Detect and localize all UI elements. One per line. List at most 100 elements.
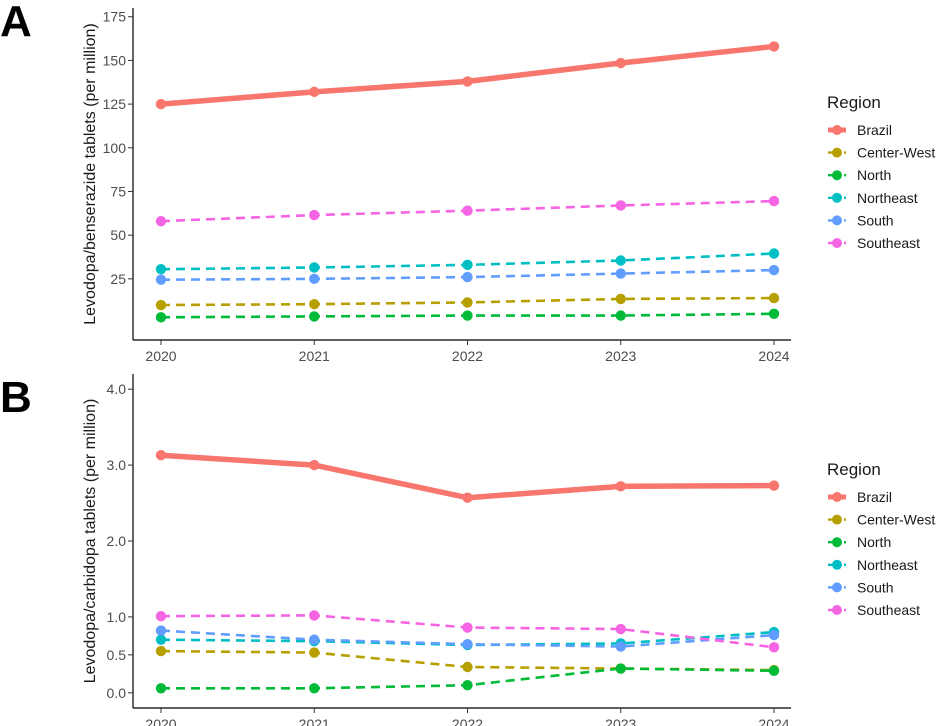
- x-tick-label: 2020: [145, 348, 176, 364]
- legend-label: North: [857, 167, 891, 183]
- legend-key-point: [832, 605, 842, 615]
- legend-label: Southeast: [857, 235, 920, 251]
- data-point-southeast: [462, 205, 473, 216]
- data-point-brazil: [309, 86, 320, 98]
- data-point-north: [768, 308, 780, 319]
- legend-key-point: [832, 192, 842, 203]
- legend-label: Southeast: [857, 602, 920, 618]
- data-point-center-west: [768, 292, 780, 304]
- y-axis-title: Levodopa/benserazide tablets (per millio…: [82, 23, 99, 325]
- legend-key-point: [832, 514, 842, 525]
- y-tick-label: 4.0: [107, 381, 127, 397]
- data-point-center-west: [615, 293, 626, 305]
- x-tick-label: 2022: [452, 716, 483, 726]
- data-point-south: [155, 274, 167, 285]
- y-tick-label: 50: [110, 227, 126, 243]
- legend-title: Region: [827, 460, 881, 479]
- data-point-north: [615, 663, 626, 674]
- data-point-north: [615, 310, 626, 321]
- data-point-southeast: [615, 623, 626, 635]
- x-tick-label: 2024: [758, 348, 789, 364]
- data-point-center-west: [155, 645, 167, 657]
- data-point-north: [309, 311, 320, 322]
- data-point-south: [155, 625, 167, 636]
- data-point-northeast: [155, 264, 167, 275]
- legend-key-point: [832, 125, 842, 135]
- legend-label: South: [857, 212, 894, 228]
- y-axis-title: Levodopa/carbidopa tablets (per million): [82, 399, 99, 684]
- data-point-brazil: [462, 76, 473, 87]
- data-point-brazil: [615, 57, 626, 69]
- x-tick-label: 2023: [605, 716, 636, 726]
- series-line-brazil: [160, 43, 775, 107]
- data-point-northeast: [309, 262, 320, 273]
- data-point-northeast: [768, 248, 780, 259]
- series-line-brazil: [160, 452, 775, 501]
- x-tick-label: 2022: [452, 348, 483, 364]
- data-point-center-west: [462, 297, 473, 308]
- data-point-southeast: [155, 215, 167, 227]
- y-tick-label: 125: [103, 96, 127, 112]
- legend-label: Center-West: [857, 512, 935, 528]
- legend-label: Northeast: [857, 557, 918, 573]
- legend-label: Brazil: [857, 122, 892, 138]
- x-tick-label: 2024: [758, 716, 789, 726]
- data-point-brazil: [155, 450, 167, 461]
- data-point-southeast: [768, 195, 780, 207]
- legend-label: South: [857, 579, 894, 595]
- legend-key-point: [832, 170, 842, 181]
- data-point-north: [462, 310, 473, 321]
- y-tick-label: 1.0: [107, 609, 127, 625]
- data-point-north: [309, 683, 320, 694]
- x-tick-label: 2021: [299, 716, 330, 726]
- data-point-northeast: [155, 634, 167, 645]
- panel-b: B 0.0 0.5 1.0 2.0 3.0 4.0 2020 2021 2022 2023 2024 L…: [0, 373, 935, 726]
- legend-key-point: [832, 215, 842, 226]
- data-point-southeast: [309, 209, 320, 221]
- data-point-brazil: [768, 480, 780, 491]
- data-point-southeast: [309, 610, 320, 621]
- data-point-south: [309, 634, 320, 645]
- x-tick-label: 2023: [605, 348, 636, 364]
- data-point-southeast: [462, 622, 473, 633]
- data-point-south: [768, 629, 780, 641]
- data-point-south: [462, 639, 473, 650]
- legend-label: North: [857, 534, 891, 550]
- data-point-south: [462, 271, 473, 283]
- data-point-north: [155, 312, 167, 323]
- data-point-brazil: [309, 459, 320, 471]
- panel-a: A 25 50 75 100 125 150 175 2020 2021 2022 2023 2024 L…: [0, 0, 935, 364]
- data-point-northeast: [462, 259, 473, 271]
- x-tick-label: 2020: [145, 716, 176, 726]
- y-tick-label: 3.0: [107, 457, 127, 473]
- panel-letter: A: [0, 0, 32, 46]
- data-point-south: [309, 273, 320, 285]
- data-point-brazil: [768, 41, 780, 52]
- data-point-north: [462, 680, 473, 691]
- y-tick-label: 25: [110, 271, 126, 287]
- y-tick-label: 2.0: [107, 533, 127, 549]
- data-point-northeast: [615, 255, 626, 266]
- data-point-north: [768, 665, 780, 677]
- data-point-south: [768, 264, 780, 276]
- legend-key-point: [832, 492, 842, 502]
- data-point-southeast: [155, 610, 167, 622]
- data-point-north: [155, 683, 167, 694]
- y-tick-label: 150: [103, 52, 127, 68]
- y-tick-label: 75: [110, 183, 126, 199]
- data-point-south: [615, 641, 626, 652]
- data-point-center-west: [462, 661, 473, 673]
- legend-key-point: [832, 147, 842, 158]
- data-point-center-west: [309, 298, 320, 310]
- data-point-southeast: [768, 642, 780, 653]
- y-tick-label: 0.0: [107, 685, 127, 701]
- panel-letter: B: [0, 373, 32, 422]
- data-point-center-west: [309, 647, 320, 658]
- legend-key-point: [832, 582, 842, 593]
- data-point-brazil: [615, 481, 626, 492]
- data-point-south: [615, 268, 626, 279]
- legend-title: Region: [827, 93, 881, 112]
- y-tick-label: 0.5: [107, 647, 127, 663]
